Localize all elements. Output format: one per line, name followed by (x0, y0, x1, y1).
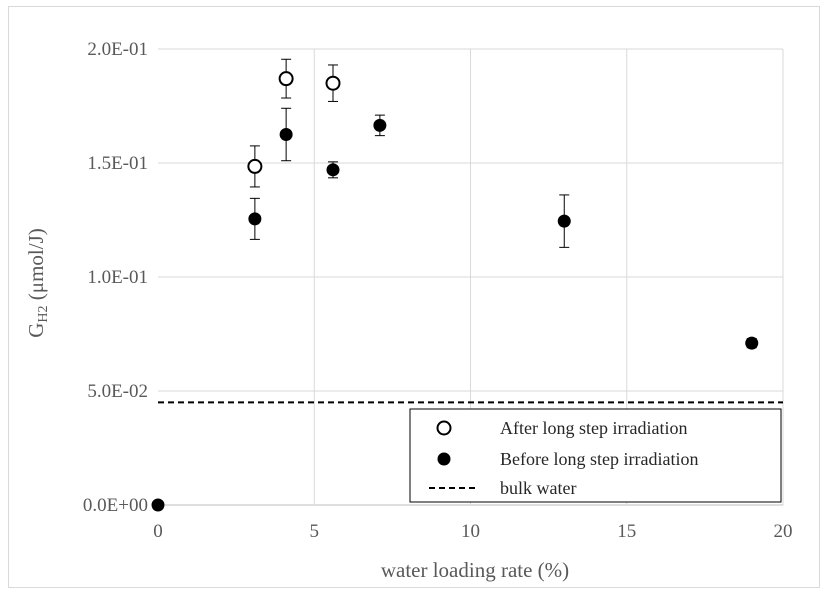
y-axis-label: GH2 (μmol/J) (24, 228, 51, 337)
y-tick-label: 2.0E-01 (87, 39, 148, 60)
legend: After long step irradiation Before long … (409, 408, 782, 503)
data-point-before (326, 163, 340, 177)
data-point-before (373, 118, 387, 132)
x-tick-label: 0 (153, 521, 163, 542)
error-bars (249, 58, 757, 349)
legend-box (409, 408, 782, 503)
x-tick-label: 10 (461, 521, 480, 542)
y-tick-label: 1.5E-01 (87, 153, 148, 174)
scatter-chart: 0.0E+00 5.0E-02 1.0E-01 1.5E-01 2.0E-01 0 5 10… (24, 39, 793, 582)
legend-label-bulk: bulk water (500, 478, 576, 498)
grid (158, 48, 784, 506)
data-point-before (248, 212, 262, 226)
x-tick-label: 15 (617, 521, 636, 542)
data-point-before (557, 214, 571, 228)
y-tick-label: 1.0E-01 (87, 267, 148, 288)
x-tick-label: 5 (310, 521, 320, 542)
x-axis-ticks: 0 5 10 15 20 (153, 521, 792, 542)
y-tick-label: 5.0E-02 (87, 381, 148, 402)
legend-label-before: Before long step irradiation (500, 449, 698, 469)
data-point-before (279, 128, 293, 141)
data-points (151, 71, 759, 512)
data-point-after (278, 71, 294, 87)
data-point-after (325, 75, 341, 91)
data-point-before (745, 336, 759, 350)
x-tick-label: 20 (774, 521, 793, 542)
data-point-after (247, 158, 263, 174)
legend-open-circle-icon (436, 420, 452, 436)
x-axis-label: water loading rate (%) (381, 558, 569, 582)
chart-frame: 0.0E+00 5.0E-02 1.0E-01 1.5E-01 2.0E-01 0 5 10… (8, 6, 820, 588)
legend-filled-circle-icon (437, 452, 451, 466)
legend-label-after: After long step irradiation (500, 418, 687, 438)
y-axis-ticks: 0.0E+00 5.0E-02 1.0E-01 1.5E-01 2.0E-01 (83, 39, 148, 516)
data-point-before (151, 498, 165, 512)
y-tick-label: 0.0E+00 (83, 495, 148, 516)
